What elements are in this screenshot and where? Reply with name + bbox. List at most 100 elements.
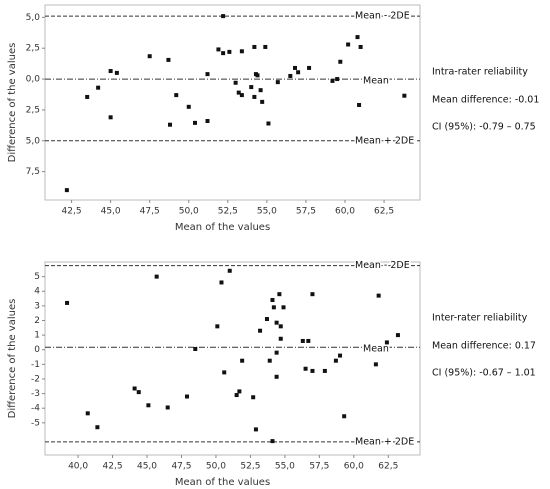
x-tick-label: 45,0 — [101, 207, 121, 217]
reference-label: Mean — [363, 76, 389, 87]
point — [271, 305, 276, 310]
point — [260, 99, 265, 104]
point — [193, 120, 197, 125]
point — [258, 328, 263, 333]
annotation: CI (95%): -0.67 – 1.01 — [432, 368, 536, 379]
point — [342, 414, 347, 419]
point — [277, 292, 282, 297]
point — [166, 57, 171, 62]
point — [146, 403, 151, 408]
point — [154, 274, 159, 279]
point — [258, 88, 263, 93]
point — [306, 338, 311, 343]
point — [233, 80, 238, 85]
point — [274, 320, 279, 325]
x-tick-label: 62,5 — [374, 207, 394, 217]
point — [293, 65, 297, 70]
y-tick-label: 0 — [34, 345, 40, 355]
point — [221, 51, 226, 56]
point — [165, 405, 170, 410]
reference-label: Mean - 2DE — [355, 260, 410, 271]
annotation: CI (95%): -0.79 – 0.75 — [432, 122, 536, 133]
y-tick-label: 5,0 — [26, 136, 41, 146]
x-tick-label: 57,5 — [296, 207, 316, 217]
reference-label: Mean — [363, 344, 389, 355]
point — [239, 49, 244, 54]
point — [274, 374, 279, 379]
point — [288, 73, 293, 78]
point — [264, 317, 269, 322]
point — [322, 368, 327, 373]
x-tick-label: 42,5 — [103, 462, 123, 472]
reference-label: Mean + 2DE — [355, 135, 414, 146]
point — [186, 104, 191, 109]
point — [274, 350, 279, 355]
y-axis-label: Difference of the values — [7, 299, 18, 419]
point — [168, 122, 172, 127]
point — [205, 72, 210, 77]
point — [95, 425, 100, 430]
point — [234, 393, 239, 398]
y-tick-label: -1 — [31, 360, 40, 370]
y-tick-label: 5 — [34, 272, 40, 282]
point — [237, 389, 242, 394]
y-tick-label: -3 — [31, 389, 40, 399]
point — [357, 102, 362, 107]
point — [278, 336, 283, 341]
point — [85, 94, 90, 99]
y-tick-label: 4 — [34, 287, 40, 297]
point — [236, 90, 241, 95]
y-tick-label: 1 — [34, 331, 40, 341]
point — [239, 93, 244, 98]
point — [358, 44, 363, 49]
point — [249, 85, 254, 90]
x-tick-label: 50,0 — [179, 207, 199, 217]
annotation: Mean difference: 0.17 — [432, 341, 536, 352]
y-tick-label: 5,0 — [26, 13, 41, 23]
point — [338, 59, 343, 64]
x-tick-label: 47,5 — [171, 462, 191, 472]
y-tick-label: 2,5 — [26, 44, 40, 54]
point — [255, 73, 260, 78]
x-tick-label: 62,5 — [378, 462, 398, 472]
point — [275, 80, 280, 85]
point — [85, 411, 90, 416]
point — [227, 268, 232, 273]
point — [310, 368, 315, 373]
point — [296, 70, 301, 75]
y-tick-label: -2 — [31, 374, 40, 384]
point — [253, 427, 258, 432]
plot-frame — [44, 4, 421, 201]
point — [333, 358, 338, 363]
x-axis-label: Mean of the values — [175, 222, 270, 233]
x-tick-label: 52,5 — [240, 462, 260, 472]
y-tick-label: 2,5 — [26, 105, 40, 115]
point — [335, 77, 340, 82]
point — [215, 324, 220, 329]
point — [263, 44, 268, 49]
point — [300, 338, 305, 343]
point — [221, 14, 226, 19]
point — [252, 44, 257, 49]
point — [174, 93, 179, 98]
point — [266, 121, 271, 126]
point — [216, 47, 221, 52]
y-tick-label: -5 — [31, 418, 40, 428]
x-tick-label: 55,0 — [257, 207, 277, 217]
x-axis-label: Mean of the values — [175, 477, 270, 488]
point — [108, 69, 113, 74]
y-tick-label: 0,0 — [26, 75, 41, 85]
point — [108, 115, 113, 120]
point — [185, 394, 190, 399]
y-tick-label: 7,5 — [26, 167, 40, 177]
point — [147, 54, 152, 59]
point — [303, 366, 308, 371]
point — [205, 119, 210, 124]
point — [114, 70, 119, 75]
point — [307, 65, 312, 70]
annotation: Inter-rater reliability — [432, 313, 528, 324]
x-tick-label: 50,0 — [206, 462, 226, 472]
annotation: Intra-rater reliability — [432, 67, 528, 78]
point — [251, 395, 256, 400]
point — [96, 85, 101, 90]
